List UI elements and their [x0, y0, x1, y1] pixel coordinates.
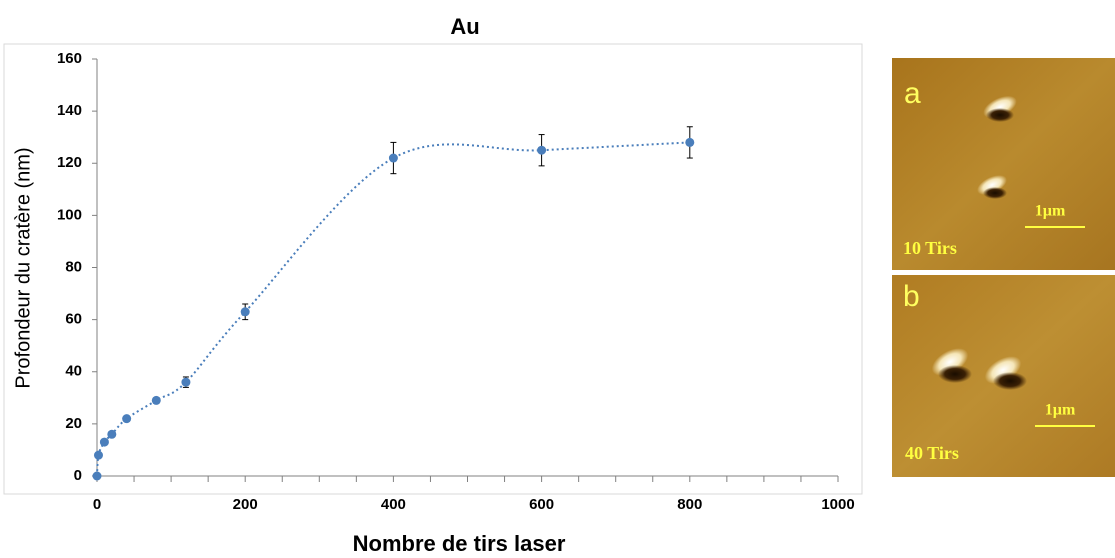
panel-letter: a	[904, 77, 921, 110]
afm-image	[892, 58, 1115, 270]
crater	[938, 365, 972, 383]
data-point	[93, 450, 103, 460]
data-point	[99, 437, 109, 447]
data-point	[181, 377, 191, 387]
data-point	[122, 414, 132, 424]
crater	[983, 187, 1007, 199]
data-point	[107, 429, 117, 439]
afm-panel: b 1µm 40 Tirs	[892, 275, 1115, 477]
x-tick-label: 0	[93, 496, 101, 513]
data-point	[92, 471, 102, 481]
y-tick-label: 40	[65, 363, 82, 380]
x-tick-label: 1000	[821, 496, 854, 513]
x-tick-label: 800	[677, 496, 702, 513]
scale-label: 1µm	[1035, 203, 1066, 220]
y-tick-label: 20	[65, 415, 82, 432]
x-axis-label: Nombre de tirs laser	[353, 531, 566, 556]
chart-title: Au	[450, 14, 479, 39]
y-tick-label: 100	[57, 206, 82, 223]
y-axis-label: Profondeur du cratère (nm)	[12, 147, 34, 388]
panel-letter: b	[903, 280, 920, 313]
afm-panel: a 1µm 10 Tirs	[892, 58, 1115, 270]
scale-label: 1µm	[1045, 402, 1076, 419]
y-tick-label: 140	[57, 102, 82, 119]
data-point	[685, 137, 695, 147]
plot-area: 0 20 40 60 80 100 120 140 160 0 200 400 600 800 1000	[57, 50, 855, 513]
y-tick-label: 80	[65, 258, 82, 275]
data-point	[388, 153, 398, 163]
x-tick-label: 600	[529, 496, 554, 513]
trendline	[96, 141, 690, 477]
crater	[993, 372, 1027, 390]
y-tick-label: 120	[57, 154, 82, 171]
data-point	[240, 307, 250, 317]
crater	[986, 108, 1014, 122]
data-point	[537, 145, 547, 155]
panel-label: 10 Tirs	[903, 238, 957, 258]
panel-label: 40 Tirs	[905, 443, 959, 463]
data-point	[151, 395, 161, 405]
x-tick-label: 400	[381, 496, 406, 513]
x-tick-label: 200	[233, 496, 258, 513]
y-tick-label: 160	[57, 50, 82, 67]
y-tick-label: 60	[65, 311, 82, 328]
y-tick-label: 0	[74, 467, 82, 484]
chart-frame	[3, 43, 863, 495]
